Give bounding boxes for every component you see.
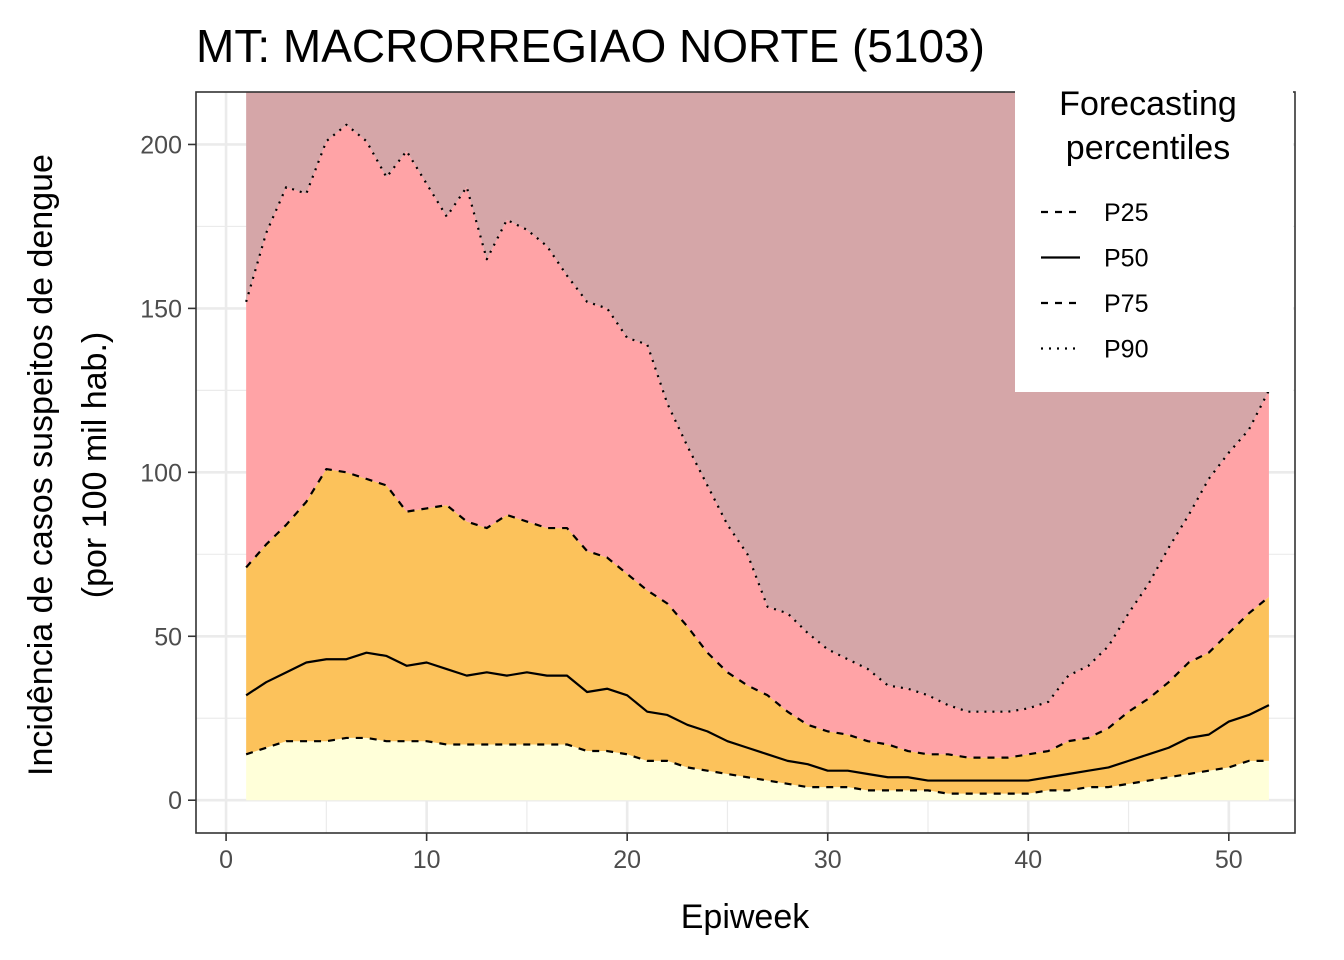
- legend-background: [1015, 80, 1293, 392]
- y-tick-label: 100: [140, 459, 182, 487]
- x-axis: 0 10 20 30 40 50: [219, 833, 1243, 874]
- percentile-lines: [245, 123, 1270, 795]
- x-tick-label: 30: [814, 846, 842, 874]
- y-tick-label: 50: [154, 623, 182, 651]
- band-above-p90: [246, 92, 1269, 712]
- percentile-bands: [246, 92, 1269, 801]
- x-tick-label: 50: [1215, 846, 1243, 874]
- legend-items: P25 P50 P75 P90: [1041, 199, 1148, 364]
- y-axis: 0 50 100 150 200: [140, 131, 196, 815]
- legend-title-line1: Forecasting: [1059, 85, 1237, 123]
- band-below-p25: [246, 737, 1269, 801]
- y-axis-title-line2: (por 100 mil hab.): [76, 332, 114, 598]
- legend-label-p50: P50: [1104, 245, 1148, 273]
- legend-label-p75: P75: [1104, 290, 1148, 318]
- band-p75-p90: [246, 124, 1269, 758]
- legend-title-line2: percentiles: [1066, 129, 1230, 167]
- legend: Forecasting percentiles P25 P50 P75 P90: [1015, 80, 1293, 392]
- line-p90: [245, 123, 1270, 713]
- x-axis-title: Epiweek: [681, 898, 811, 936]
- line-p75: [245, 467, 1270, 759]
- chart-title: MT: MACRORREGIAO NORTE (5103): [196, 20, 985, 72]
- x-tick-label: 10: [413, 846, 441, 874]
- plot-border: [195, 91, 1296, 834]
- legend-label-p90: P90: [1104, 336, 1148, 364]
- line-p25: [245, 736, 1269, 795]
- line-p50: [245, 651, 1270, 782]
- y-tick-label: 0: [168, 787, 182, 815]
- y-tick-label: 200: [140, 131, 182, 159]
- band-p25-p50: [246, 652, 1269, 794]
- band-p50-p75: [246, 469, 1269, 781]
- x-tick-label: 20: [613, 846, 641, 874]
- x-tick-label: 0: [219, 846, 233, 874]
- y-tick-label: 150: [140, 295, 182, 323]
- x-tick-label: 40: [1014, 846, 1042, 874]
- legend-label-p25: P25: [1104, 199, 1148, 227]
- y-axis-title-line1: Incidência de casos suspeitos de dengue: [22, 154, 60, 776]
